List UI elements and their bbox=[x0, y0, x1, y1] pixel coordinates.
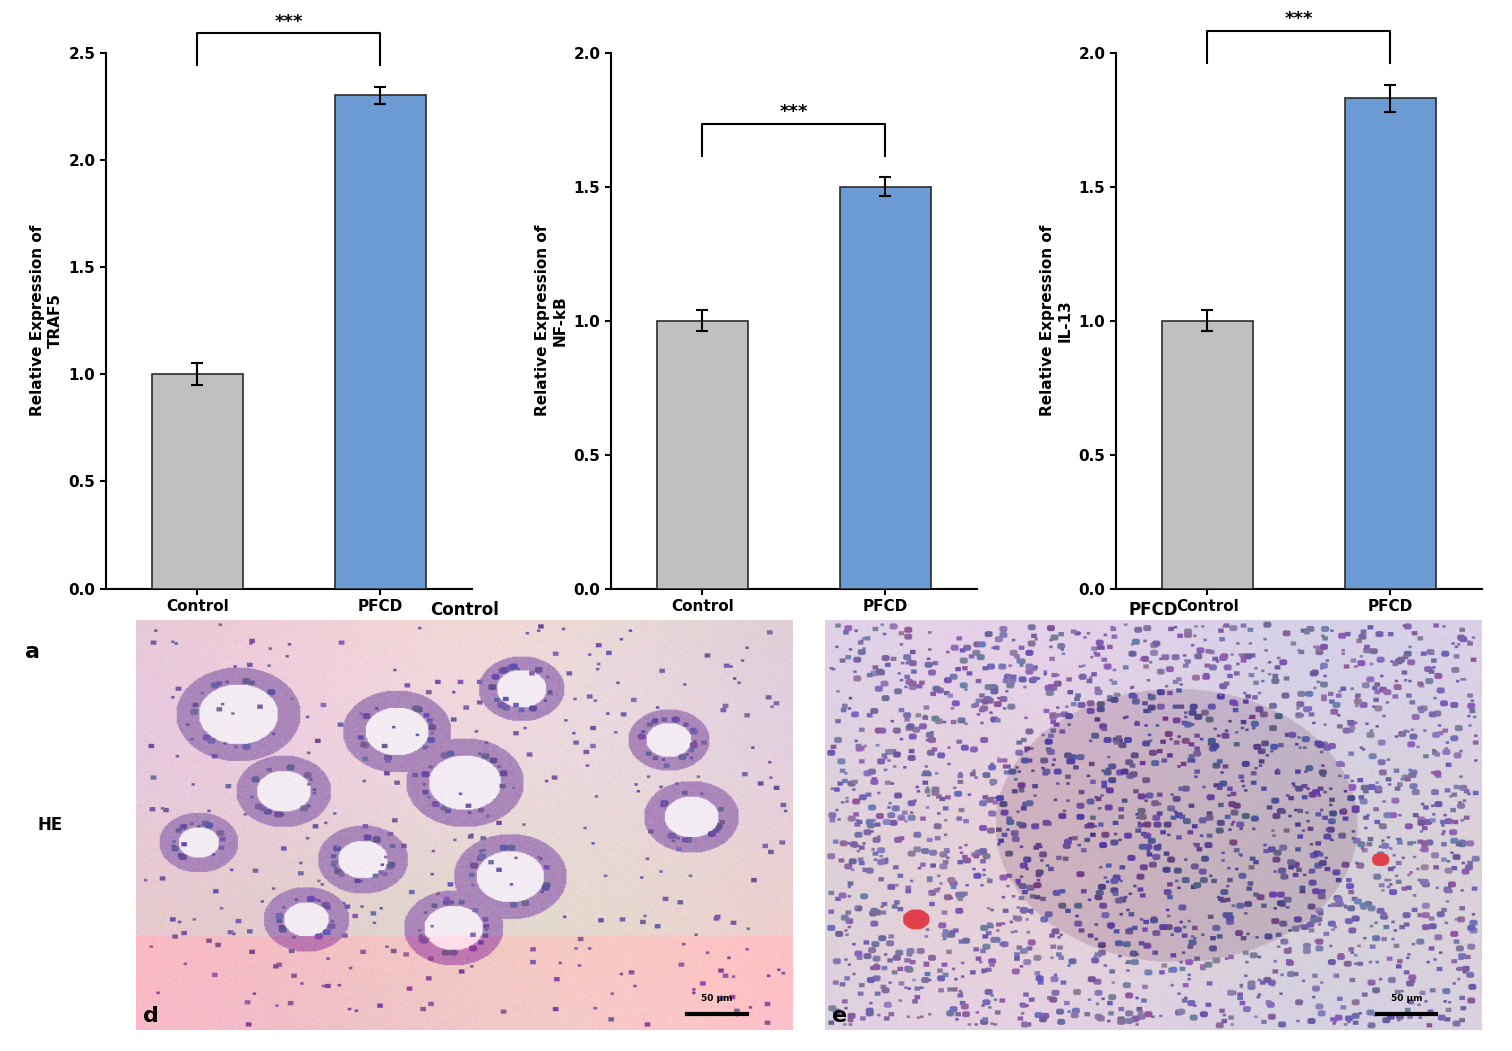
Text: HE: HE bbox=[38, 816, 64, 834]
Text: 50 μm: 50 μm bbox=[1391, 994, 1421, 1004]
Bar bbox=[334, 96, 426, 589]
Y-axis label: Relative Expression of
TRAF5: Relative Expression of TRAF5 bbox=[30, 225, 64, 416]
Text: ***: *** bbox=[780, 103, 807, 121]
Title: PFCD: PFCD bbox=[1129, 600, 1178, 619]
Text: c: c bbox=[1036, 642, 1048, 662]
Text: e: e bbox=[832, 1006, 847, 1026]
Text: b: b bbox=[531, 642, 546, 662]
Text: 50 μm: 50 μm bbox=[702, 994, 733, 1004]
Bar bbox=[1344, 98, 1436, 589]
Title: Control: Control bbox=[429, 600, 499, 619]
Bar bbox=[1161, 321, 1253, 589]
Y-axis label: Relative Expression of
IL-13: Relative Expression of IL-13 bbox=[1040, 225, 1074, 416]
Bar bbox=[151, 374, 243, 589]
Text: ***: *** bbox=[275, 13, 302, 30]
Text: d: d bbox=[142, 1006, 159, 1026]
Bar bbox=[656, 321, 748, 589]
Text: ***: *** bbox=[1285, 11, 1312, 28]
Text: a: a bbox=[26, 642, 41, 662]
Bar bbox=[839, 187, 931, 589]
Y-axis label: Relative Expression of
NF-kB: Relative Expression of NF-kB bbox=[535, 225, 569, 416]
